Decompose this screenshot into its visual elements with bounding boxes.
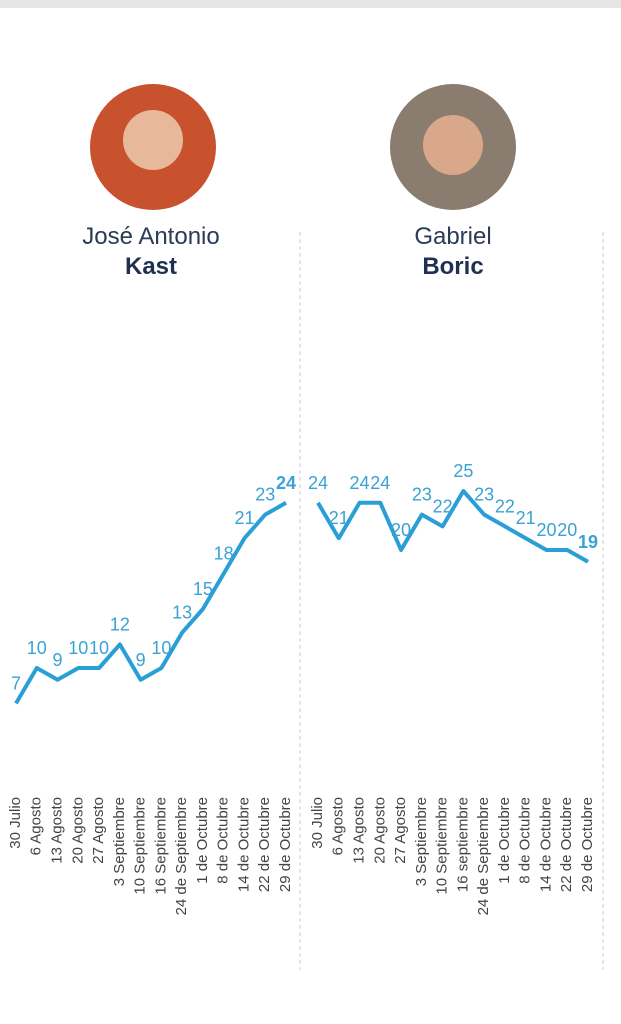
x-tick-label: 24 de Septiembre bbox=[173, 797, 190, 915]
x-tick-label: 6 Agosto bbox=[330, 797, 347, 855]
x-tick-label: 20 Agosto bbox=[69, 797, 86, 864]
candidate-last-name: Kast bbox=[125, 253, 177, 280]
x-tick-label: 10 Septiembre bbox=[132, 797, 149, 895]
value-label: 13 bbox=[172, 603, 192, 623]
x-tick-label: 29 de Octubre bbox=[277, 797, 294, 892]
x-tick-label: 29 de Octubre bbox=[579, 797, 596, 892]
x-tick-label: 27 Agosto bbox=[392, 797, 409, 864]
value-label: 20 bbox=[391, 520, 411, 540]
value-label: 21 bbox=[234, 508, 254, 528]
value-label: 23 bbox=[412, 485, 432, 505]
candidate-last-name: Boric bbox=[422, 253, 483, 280]
x-tick-label: 1 de Octubre bbox=[496, 797, 513, 884]
value-label: 25 bbox=[453, 461, 473, 481]
x-tick-label: 8 de Octubre bbox=[517, 797, 534, 884]
value-label: 24 bbox=[276, 473, 296, 493]
x-tick-label: 13 Agosto bbox=[49, 797, 66, 864]
x-tick-label: 22 de Octubre bbox=[558, 797, 575, 892]
candidate-photo-face bbox=[423, 115, 483, 175]
value-label: 21 bbox=[329, 508, 349, 528]
value-label: 24 bbox=[350, 473, 370, 493]
value-label: 22 bbox=[433, 496, 453, 516]
x-tick-label: 22 de Octubre bbox=[256, 797, 273, 892]
x-tick-label: 16 Septiembre bbox=[152, 797, 169, 895]
value-label: 21 bbox=[516, 508, 536, 528]
charts: José Antonio Kast 7 30 Julio 10 6 Agosto 9 13 A… bbox=[7, 223, 598, 915]
value-label: 12 bbox=[110, 614, 130, 634]
top-bar bbox=[0, 0, 621, 8]
value-label: 19 bbox=[578, 532, 598, 552]
value-label: 23 bbox=[474, 485, 494, 505]
line bbox=[14, 501, 287, 705]
value-label: 22 bbox=[495, 496, 515, 516]
value-label: 10 bbox=[151, 638, 171, 658]
x-tick-label: 3 Septiembre bbox=[111, 797, 128, 886]
value-label: 10 bbox=[68, 638, 88, 658]
x-tick-label: 24 de Septiembre bbox=[475, 797, 492, 915]
x-tick-label: 30 Julio bbox=[7, 797, 24, 849]
value-label: 20 bbox=[557, 520, 577, 540]
value-label: 23 bbox=[255, 485, 275, 505]
x-tick-label: 14 de Octubre bbox=[537, 797, 554, 892]
candidate-first-name: José Antonio bbox=[82, 223, 219, 250]
value-label: 10 bbox=[27, 638, 47, 658]
value-label: 9 bbox=[136, 650, 146, 670]
value-label: 24 bbox=[308, 473, 328, 493]
value-label: 9 bbox=[53, 650, 63, 670]
x-tick-label: 6 Agosto bbox=[28, 797, 45, 855]
x-tick-label: 13 Agosto bbox=[351, 797, 368, 864]
x-tick-label: 3 Septiembre bbox=[413, 797, 430, 886]
value-label: 24 bbox=[370, 473, 390, 493]
x-tick-label: 20 Agosto bbox=[371, 797, 388, 864]
x-tick-label: 27 Agosto bbox=[90, 797, 107, 864]
value-label: 15 bbox=[193, 579, 213, 599]
value-label: 18 bbox=[214, 544, 234, 564]
x-tick-label: 10 Septiembre bbox=[434, 797, 451, 895]
x-tick-label: 14 de Octubre bbox=[235, 797, 252, 892]
value-label: 20 bbox=[536, 520, 556, 540]
line bbox=[316, 489, 589, 564]
candidate-first-name: Gabriel bbox=[414, 223, 491, 250]
x-tick-label: 1 de Octubre bbox=[194, 797, 211, 884]
value-label: 10 bbox=[89, 638, 109, 658]
x-tick-label: 30 Julio bbox=[309, 797, 326, 849]
x-tick-label: 16 septiembre bbox=[454, 797, 471, 892]
x-tick-label: 8 de Octubre bbox=[215, 797, 232, 884]
value-label: 7 bbox=[11, 673, 21, 693]
candidate-photo-face bbox=[123, 110, 183, 170]
